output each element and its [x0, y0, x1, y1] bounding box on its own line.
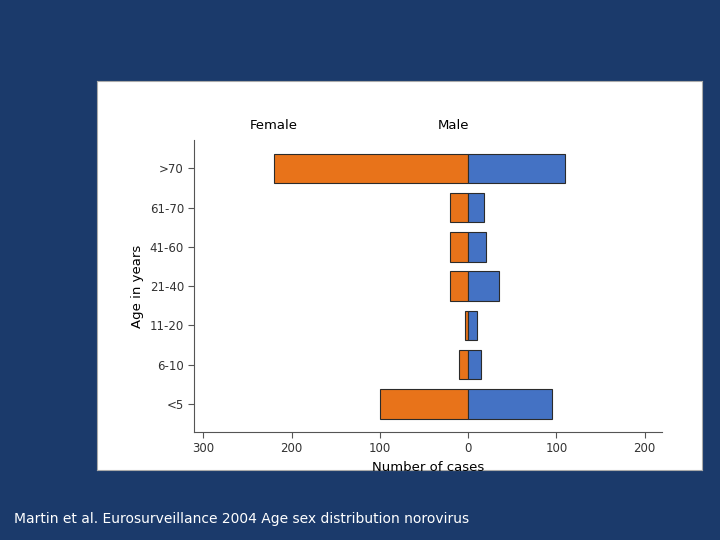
Bar	[466, 310, 468, 340]
Bar	[468, 154, 565, 183]
Bar	[451, 193, 468, 222]
Bar	[468, 232, 486, 262]
Bar	[468, 350, 482, 380]
Text: Female: Female	[250, 119, 297, 132]
Bar	[274, 154, 468, 183]
Bar	[468, 310, 477, 340]
Bar	[468, 193, 484, 222]
Bar	[451, 272, 468, 301]
Bar	[451, 232, 468, 262]
Y-axis label: Age in years: Age in years	[131, 245, 144, 328]
Bar	[468, 389, 552, 418]
Bar	[459, 350, 468, 380]
Text: Male: Male	[438, 119, 469, 132]
X-axis label: Number of cases: Number of cases	[372, 461, 485, 474]
Bar	[380, 389, 468, 418]
Bar	[468, 272, 499, 301]
Text: Martin et al. Eurosurveillance 2004 Age sex distribution norovirus: Martin et al. Eurosurveillance 2004 Age …	[14, 512, 469, 526]
